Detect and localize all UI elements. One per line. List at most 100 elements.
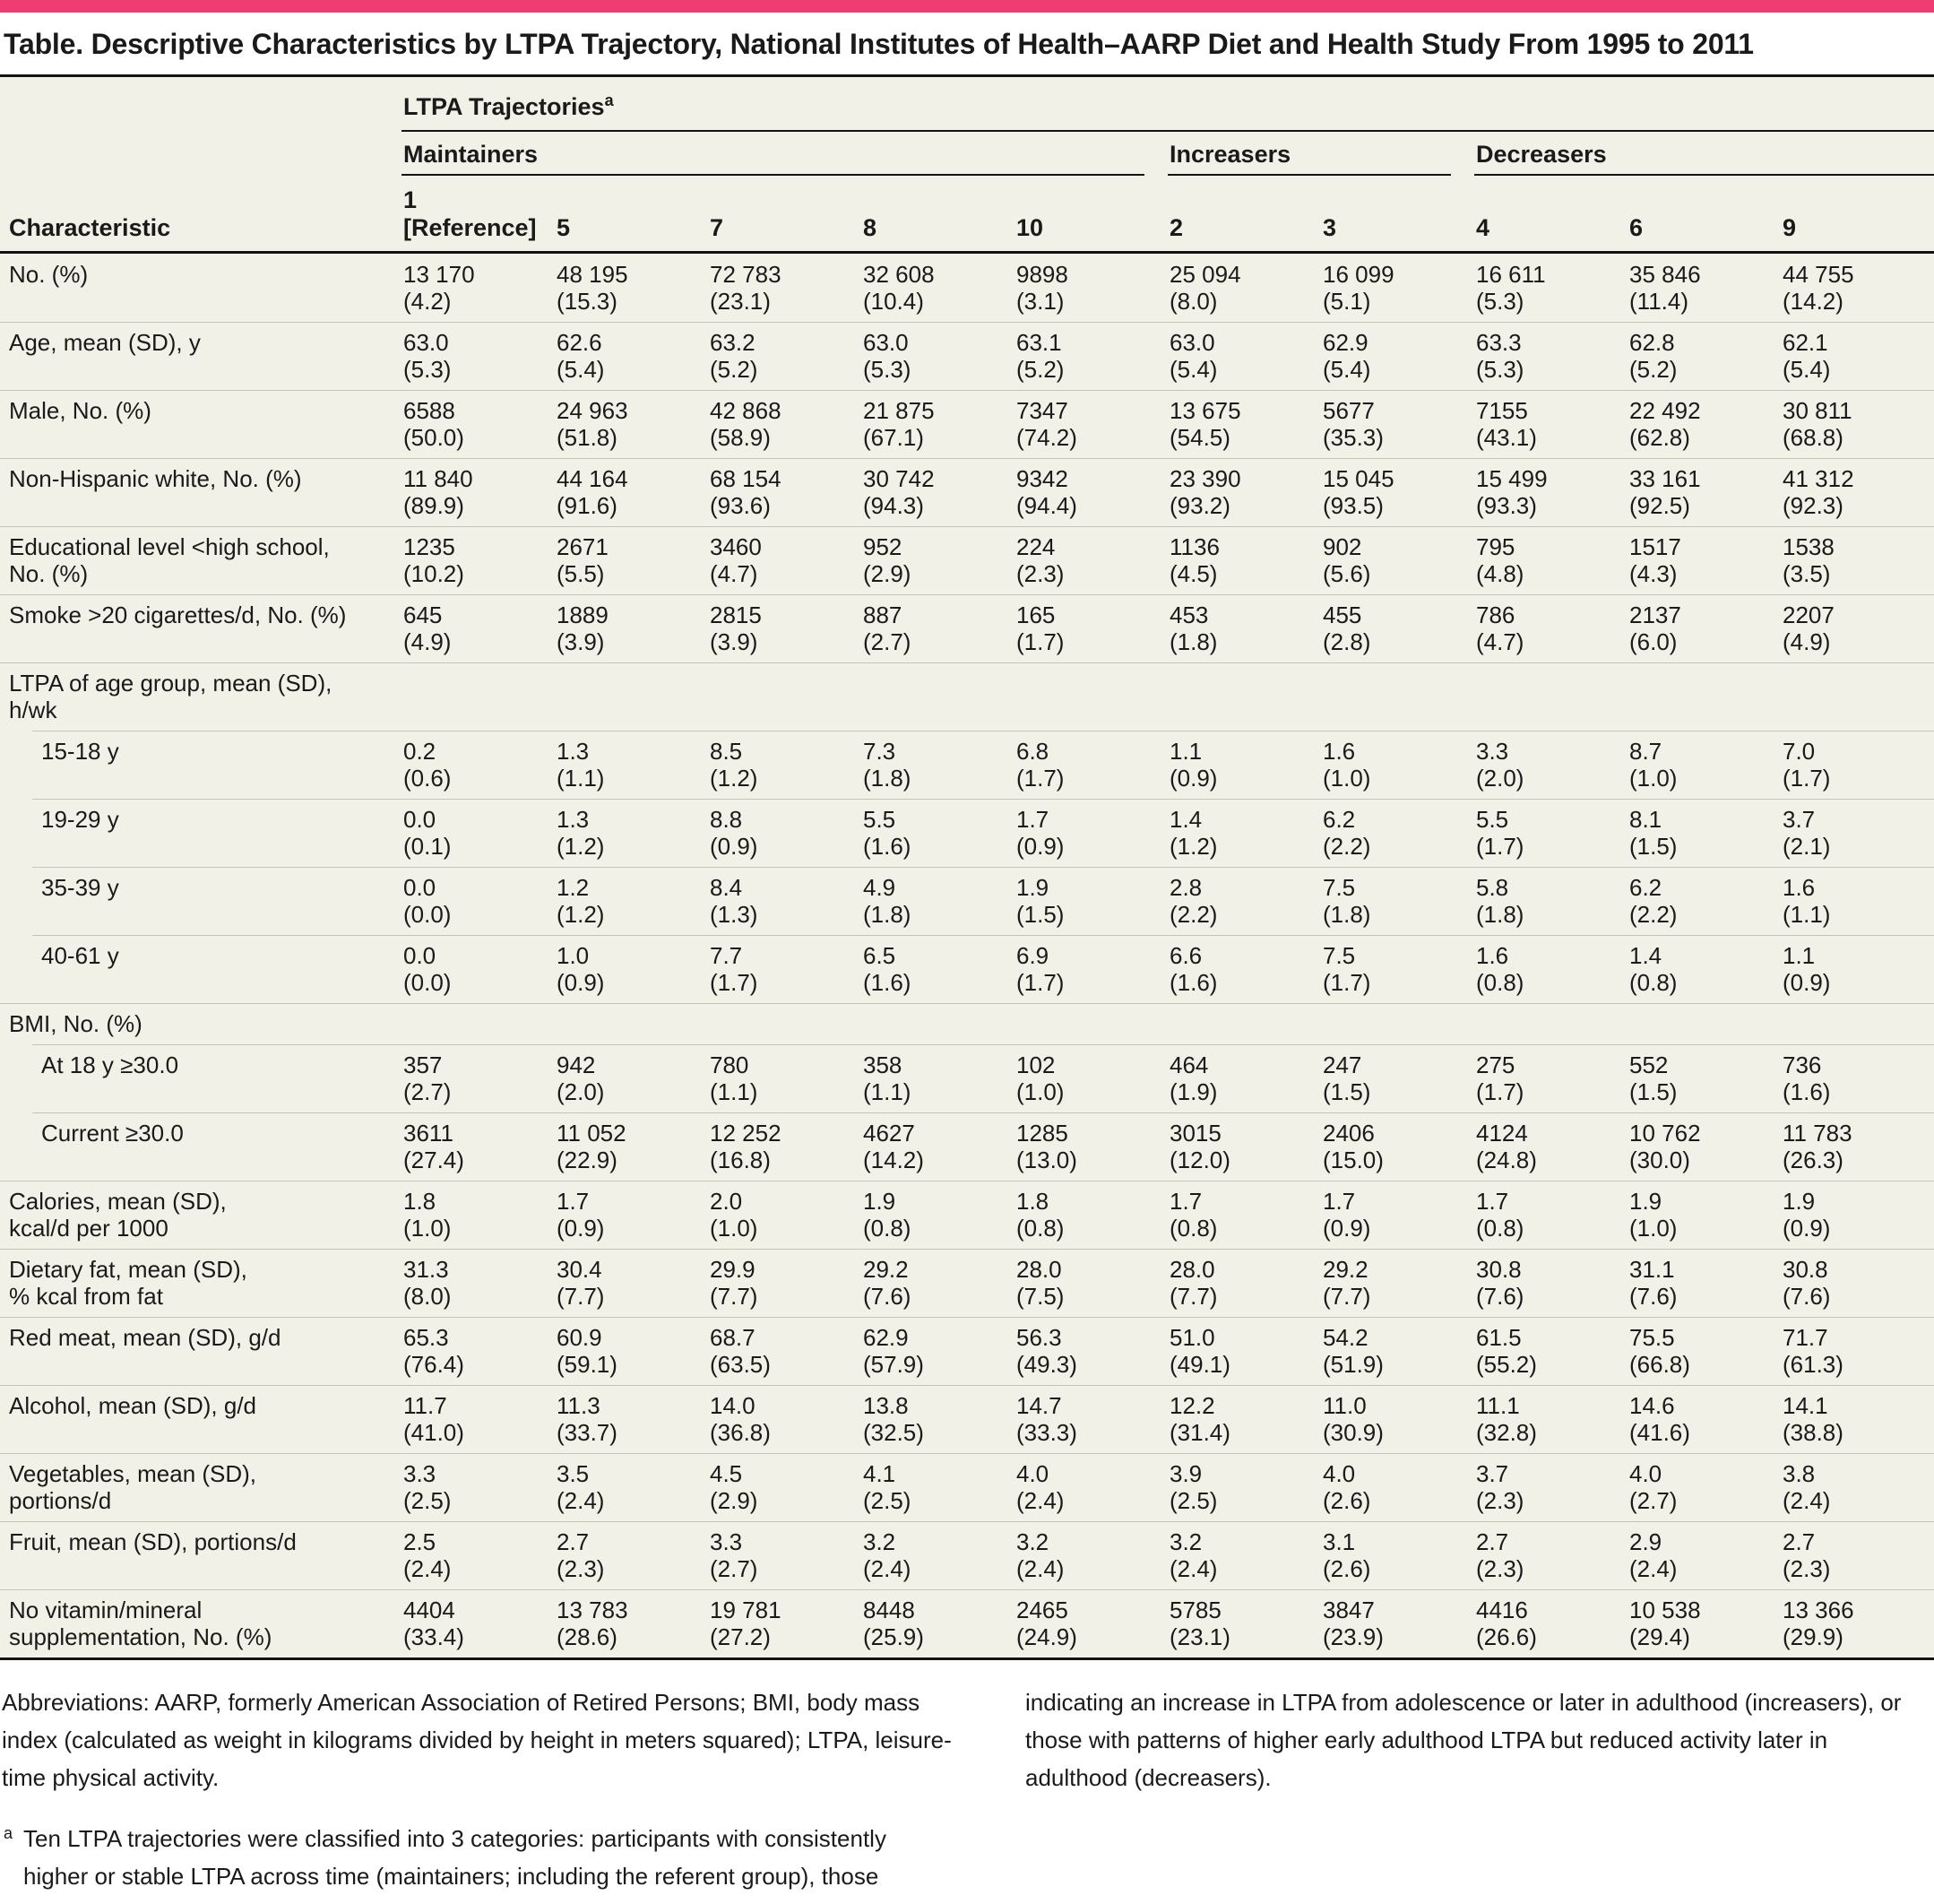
table-cell: 11.3 (33.7) (555, 1385, 708, 1453)
cell-value: 5677 (1323, 397, 1375, 424)
accent-bar (0, 0, 1934, 13)
table-cell: 30 811 (68.8) (1781, 390, 1934, 458)
cell-sd: (1.7) (1323, 969, 1371, 996)
cell-value: 28.0 (1170, 1256, 1215, 1283)
cell-value: 12.2 (1170, 1392, 1215, 1419)
table-cell: 3.3 (2.5) (401, 1453, 555, 1521)
cell-value: 7.5 (1323, 874, 1356, 901)
cell-value: 1.8 (1016, 1188, 1049, 1215)
cell-sd: (13.0) (1016, 1147, 1077, 1173)
table-cell: 736 (1.6) (1781, 1044, 1934, 1112)
cell-sd: (41.6) (1629, 1419, 1690, 1446)
table-cell: 1.4 (1.2) (1168, 799, 1321, 867)
table-cell: 62.8 (5.2) (1627, 322, 1781, 390)
cell-value: 1.6 (1476, 942, 1509, 969)
cell-sd: (23.1) (710, 288, 771, 315)
cell-sd: (76.4) (403, 1351, 464, 1378)
cell-value: 3.3 (710, 1528, 743, 1555)
table-cell: 3.3 (2.0) (1474, 731, 1627, 799)
table-cell: 5.8 (1.8) (1474, 867, 1627, 935)
table-cell: 72 783 (23.1) (708, 254, 861, 322)
cell-sd: (3.5) (1783, 560, 1831, 587)
cell-value: 1.8 (403, 1188, 436, 1215)
cell-value: 16 611 (1476, 261, 1546, 288)
cell-value: 3.2 (1016, 1528, 1049, 1555)
cell-sd: (74.2) (1016, 424, 1077, 451)
table-cell: 1.6 (1.1) (1781, 867, 1934, 935)
cell-value: 44 755 (1783, 261, 1854, 288)
table-cell: 13 170 (4.2) (401, 254, 555, 322)
cell-sd: (28.6) (557, 1623, 617, 1650)
cell-value: 13 675 (1170, 397, 1241, 424)
table-cell: 14.1 (38.8) (1781, 1385, 1934, 1453)
cell-sd: (1.1) (863, 1078, 911, 1105)
table-cell: 8.8 (0.9) (708, 799, 861, 867)
table-cell: 6.8 (1.7) (1014, 731, 1168, 799)
cell-value: 29.2 (863, 1256, 909, 1283)
cell-sd: (7.6) (1629, 1283, 1678, 1310)
cell-sd: (25.9) (863, 1623, 924, 1650)
table-cell: 63.2 (5.2) (708, 322, 861, 390)
column-group-maintainers: Maintainers (401, 132, 1168, 176)
table-cell: 3847 (23.9) (1321, 1589, 1474, 1657)
table-cell: 645 (4.9) (401, 594, 555, 662)
table-cell: 23 390 (93.2) (1168, 458, 1321, 526)
table-row: Dietary fat, mean (SD), % kcal from fat 3… (0, 1249, 1934, 1317)
cell-value: 1.9 (863, 1188, 896, 1215)
cell-sd: (2.7) (403, 1078, 452, 1105)
footnote-column-left: Abbreviations: AARP, formerly American A… (2, 1683, 954, 1895)
cell-sd: (58.9) (710, 424, 771, 451)
cell-sd: (2.6) (1323, 1555, 1371, 1582)
table-cell: 63.0 (5.3) (401, 322, 555, 390)
cell-value: 2.8 (1170, 874, 1203, 901)
cell-sd: (2.4) (1016, 1555, 1065, 1582)
table-cell: 8448 (25.9) (861, 1589, 1014, 1657)
cell-value: 1136 (1170, 533, 1220, 560)
cell-value: 63.1 (1016, 329, 1062, 356)
cell-value: 1.7 (1323, 1188, 1356, 1215)
cell-sd: (2.7) (1629, 1487, 1678, 1514)
table-cell: 0.0 (0.0) (401, 935, 555, 1003)
cell-value: 6.6 (1170, 942, 1203, 969)
cell-value: 1.4 (1170, 806, 1203, 833)
row-label: At 18 y ≥30.0 (41, 1052, 179, 1078)
cell-value: 6.9 (1016, 942, 1049, 969)
table-cell: 3.3 (2.7) (708, 1521, 861, 1589)
cell-value: 11 840 (403, 465, 473, 492)
cell-value: 16 099 (1323, 261, 1394, 288)
table-cell: 358 (1.1) (861, 1044, 1014, 1112)
table-cell: 60.9 (59.1) (555, 1317, 708, 1385)
cell-value: 19 781 (710, 1597, 781, 1623)
cell-sd: (1.2) (557, 901, 605, 928)
table-row: Current ≥30.0 3611 (27.4) 11 052 (22.9) 12 25… (0, 1112, 1934, 1181)
cell-value: 31.1 (1629, 1256, 1675, 1283)
table-cell: 6.2 (2.2) (1321, 799, 1474, 867)
cell-value: 1.6 (1323, 738, 1356, 765)
table-cell: 44 755 (14.2) (1781, 254, 1934, 322)
table-cell: 3611 (27.4) (401, 1112, 555, 1181)
table-cell: 3.7 (2.3) (1474, 1453, 1627, 1521)
cell-value: 62.8 (1629, 329, 1675, 356)
cell-value: 54.2 (1323, 1324, 1368, 1351)
table-cell: 1.6 (0.8) (1474, 935, 1627, 1003)
cell-sd: (32.5) (863, 1419, 924, 1446)
cell-sd: (5.4) (557, 356, 605, 383)
cell-value: 780 (710, 1052, 749, 1078)
table-cell: 455 (2.8) (1321, 594, 1474, 662)
table-cell: 28.0 (7.7) (1168, 1249, 1321, 1317)
table-cell: 54.2 (51.9) (1321, 1317, 1474, 1385)
cell-sd: (1.0) (1629, 765, 1678, 792)
cell-value: 71.7 (1783, 1324, 1828, 1351)
cell-value: 1.7 (1476, 1188, 1509, 1215)
column-group-label: Increasers (1170, 141, 1291, 168)
cell-sd: (7.7) (710, 1283, 758, 1310)
row-label: 19-29 y (41, 806, 119, 833)
table-cell: 1.2 (1.2) (555, 867, 708, 935)
cell-sd: (2.3) (1783, 1555, 1831, 1582)
table-cell: 71.7 (61.3) (1781, 1317, 1934, 1385)
cell-sd: (8.0) (1170, 288, 1218, 315)
cell-sd: (33.7) (557, 1419, 617, 1446)
table-cell: 1.1 (0.9) (1168, 731, 1321, 799)
cell-sd: (5.1) (1323, 288, 1371, 315)
table-cell: 11.7 (41.0) (401, 1385, 555, 1453)
